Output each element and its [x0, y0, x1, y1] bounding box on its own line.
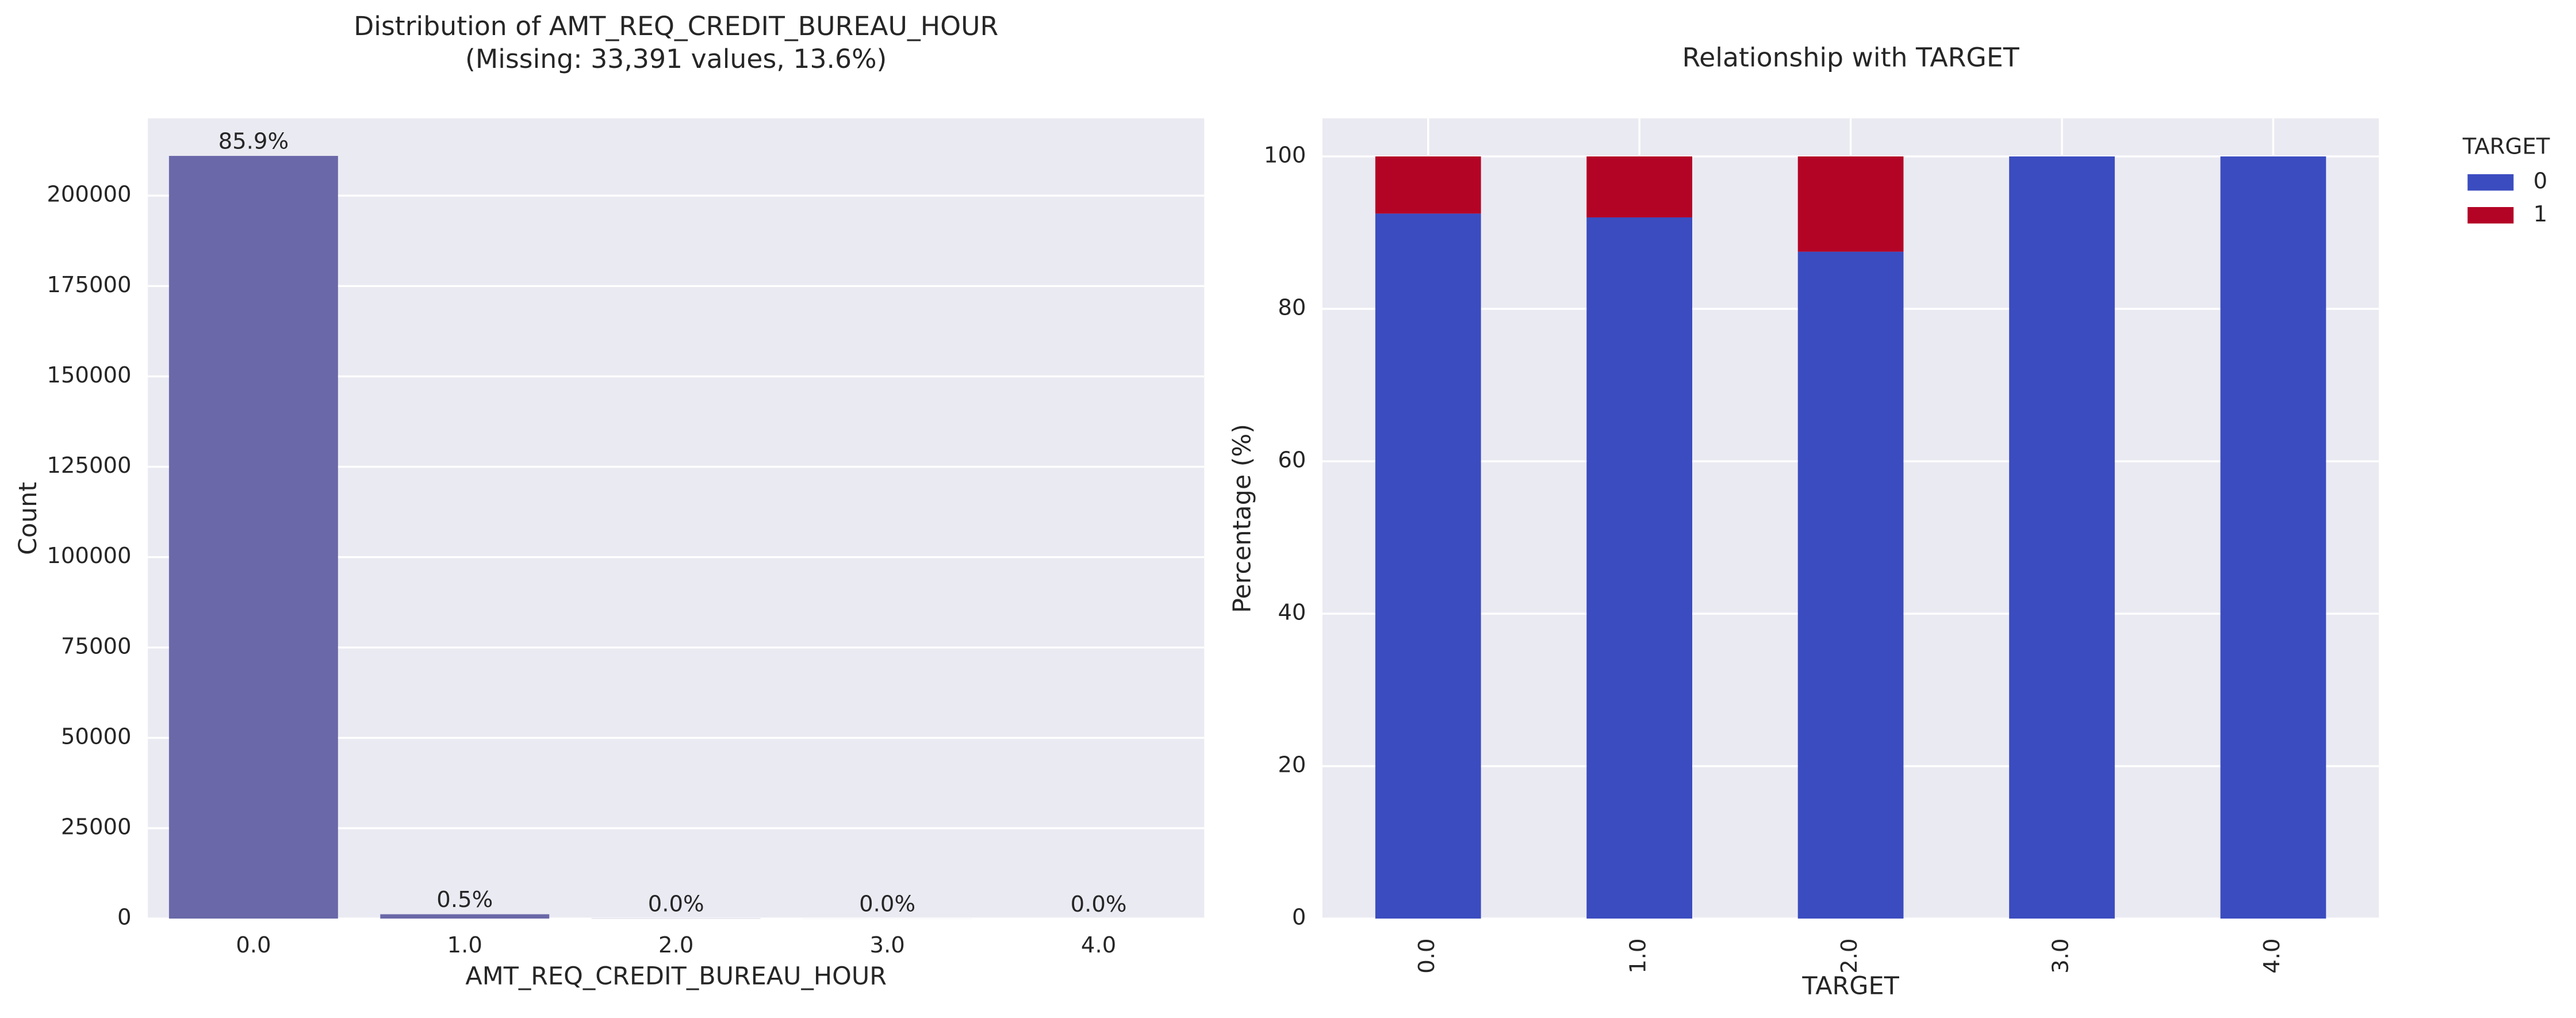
x-tick-label: 3.0: [869, 932, 904, 958]
legend-swatch: [2467, 174, 2514, 191]
x-tick-label: 1.0: [447, 932, 482, 958]
data-label: 85.9%: [218, 129, 289, 155]
x-tick-label: 0.0: [1414, 938, 1440, 973]
y-tick-label: 150000: [47, 362, 131, 388]
x-tick-label: 0.0: [236, 932, 271, 958]
bar-segment: [1586, 217, 1693, 919]
y-tick-label: 175000: [47, 272, 131, 298]
y-tick-label: 25000: [61, 814, 132, 840]
legend-title: TARGET: [2462, 134, 2550, 160]
data-label: 0.0%: [1071, 891, 1127, 917]
x-axis-label: TARGET: [1801, 972, 1899, 1001]
y-tick-label: 100000: [47, 543, 131, 569]
y-tick-label: 40: [1278, 600, 1306, 626]
bar: [380, 914, 550, 919]
y-tick-label: 50000: [61, 724, 132, 749]
x-tick-label: 2.0: [1837, 938, 1862, 973]
x-tick-label: 4.0: [1081, 932, 1116, 958]
y-tick-label: 20: [1278, 752, 1306, 778]
chart-subtitle: (Missing: 33,391 values, 13.6%): [465, 44, 887, 74]
y-axis-label: Percentage (%): [1228, 424, 1256, 613]
y-tick-label: 75000: [61, 633, 132, 659]
legend-label: 1: [2533, 201, 2548, 227]
bar-segment: [1797, 156, 1904, 252]
data-label: 0.0%: [648, 891, 704, 917]
legend-label: 0: [2533, 169, 2548, 194]
x-tick-label: 3.0: [2048, 938, 2073, 973]
y-tick-label: 80: [1278, 295, 1306, 321]
y-tick-label: 200000: [47, 182, 131, 208]
bar-segment: [2009, 156, 2115, 919]
chart-title: Distribution of AMT_REQ_CREDIT_BUREAU_HO…: [354, 11, 998, 41]
y-axis-label: Count: [14, 482, 43, 555]
bar-segment: [1586, 156, 1693, 217]
y-tick-label: 100: [1264, 142, 1306, 168]
x-axis-label: AMT_REQ_CREDIT_BUREAU_HOUR: [465, 962, 887, 991]
bar-segment: [1375, 156, 1481, 214]
bar-segment: [1375, 213, 1481, 919]
x-tick-label: 1.0: [1626, 938, 1651, 973]
data-label: 0.5%: [436, 887, 493, 913]
legend-swatch: [2467, 207, 2514, 224]
bar: [168, 156, 338, 919]
x-tick-label: 2.0: [658, 932, 693, 958]
y-tick-label: 125000: [47, 453, 131, 479]
x-tick-label: 4.0: [2259, 938, 2285, 973]
data-label: 0.0%: [859, 891, 915, 917]
y-tick-label: 60: [1278, 447, 1306, 473]
y-tick-label: 0: [1292, 905, 1306, 931]
bar-segment: [1797, 251, 1904, 919]
y-tick-label: 0: [117, 905, 132, 931]
bar-segment: [2220, 156, 2326, 919]
chart-title: Relationship with TARGET: [1682, 42, 2019, 72]
